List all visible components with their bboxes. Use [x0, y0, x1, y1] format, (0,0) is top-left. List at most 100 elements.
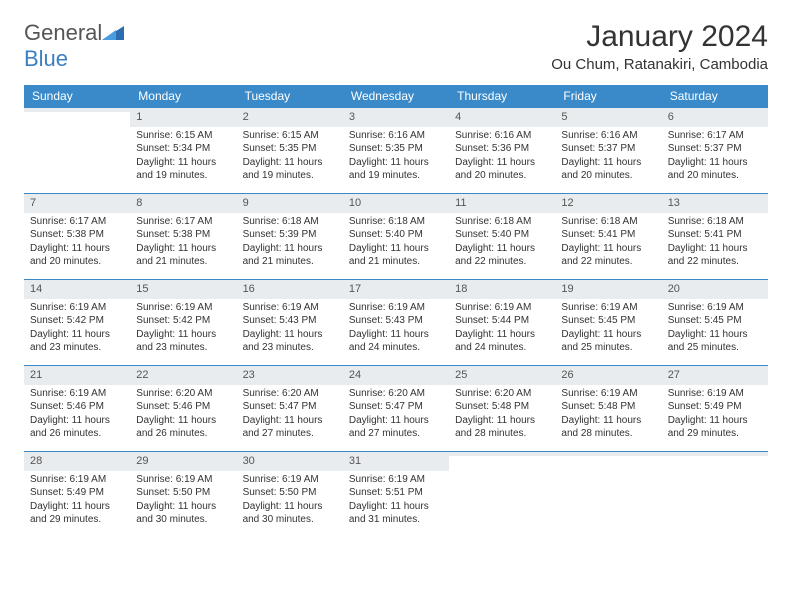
day-content: Sunrise: 6:20 AMSunset: 5:47 PMDaylight:…: [237, 385, 343, 447]
day-header: Tuesday: [237, 85, 343, 108]
sunset-text: Sunset: 5:35 PM: [243, 142, 337, 156]
daylight-text: Daylight: 11 hours and 25 minutes.: [561, 328, 655, 355]
sunrise-text: Sunrise: 6:19 AM: [455, 301, 549, 315]
calendar-cell: 31Sunrise: 6:19 AMSunset: 5:51 PMDayligh…: [343, 452, 449, 538]
day-content: Sunrise: 6:16 AMSunset: 5:35 PMDaylight:…: [343, 127, 449, 189]
calendar-cell: 22Sunrise: 6:20 AMSunset: 5:46 PMDayligh…: [130, 366, 236, 452]
sunset-text: Sunset: 5:46 PM: [136, 400, 230, 414]
sunset-text: Sunset: 5:47 PM: [243, 400, 337, 414]
day-number: 26: [555, 366, 661, 385]
daylight-text: Daylight: 11 hours and 29 minutes.: [30, 500, 124, 527]
sunset-text: Sunset: 5:35 PM: [349, 142, 443, 156]
day-content: Sunrise: 6:20 AMSunset: 5:46 PMDaylight:…: [130, 385, 236, 447]
calendar-cell: 15Sunrise: 6:19 AMSunset: 5:42 PMDayligh…: [130, 280, 236, 366]
day-header-row: SundayMondayTuesdayWednesdayThursdayFrid…: [24, 85, 768, 108]
sunrise-text: Sunrise: 6:18 AM: [349, 215, 443, 229]
sunrise-text: Sunrise: 6:20 AM: [349, 387, 443, 401]
daylight-text: Daylight: 11 hours and 21 minutes.: [136, 242, 230, 269]
sunrise-text: Sunrise: 6:20 AM: [243, 387, 337, 401]
calendar-cell: 20Sunrise: 6:19 AMSunset: 5:45 PMDayligh…: [662, 280, 768, 366]
day-content: Sunrise: 6:19 AMSunset: 5:43 PMDaylight:…: [237, 299, 343, 361]
day-number: 13: [662, 194, 768, 213]
daylight-text: Daylight: 11 hours and 19 minutes.: [136, 156, 230, 183]
day-content: Sunrise: 6:19 AMSunset: 5:45 PMDaylight:…: [662, 299, 768, 361]
calendar-cell: 21Sunrise: 6:19 AMSunset: 5:46 PMDayligh…: [24, 366, 130, 452]
location-text: Ou Chum, Ratanakiri, Cambodia: [551, 56, 768, 73]
daylight-text: Daylight: 11 hours and 23 minutes.: [136, 328, 230, 355]
calendar-week-row: 14Sunrise: 6:19 AMSunset: 5:42 PMDayligh…: [24, 280, 768, 366]
sunrise-text: Sunrise: 6:19 AM: [561, 387, 655, 401]
day-number: 6: [662, 108, 768, 127]
day-number: 16: [237, 280, 343, 299]
sunrise-text: Sunrise: 6:19 AM: [668, 387, 762, 401]
calendar-cell: [449, 452, 555, 538]
calendar-cell: [24, 108, 130, 194]
sunset-text: Sunset: 5:51 PM: [349, 486, 443, 500]
calendar-cell: 5Sunrise: 6:16 AMSunset: 5:37 PMDaylight…: [555, 108, 661, 194]
daylight-text: Daylight: 11 hours and 30 minutes.: [243, 500, 337, 527]
daylight-text: Daylight: 11 hours and 28 minutes.: [561, 414, 655, 441]
sunset-text: Sunset: 5:40 PM: [455, 228, 549, 242]
day-content: Sunrise: 6:18 AMSunset: 5:39 PMDaylight:…: [237, 213, 343, 275]
sunset-text: Sunset: 5:37 PM: [668, 142, 762, 156]
sunrise-text: Sunrise: 6:16 AM: [349, 129, 443, 143]
sunrise-text: Sunrise: 6:18 AM: [455, 215, 549, 229]
brand-name-part2: Blue: [24, 46, 68, 71]
sunset-text: Sunset: 5:45 PM: [561, 314, 655, 328]
day-content: Sunrise: 6:19 AMSunset: 5:50 PMDaylight:…: [130, 471, 236, 533]
calendar-cell: 25Sunrise: 6:20 AMSunset: 5:48 PMDayligh…: [449, 366, 555, 452]
daylight-text: Daylight: 11 hours and 25 minutes.: [668, 328, 762, 355]
daylight-text: Daylight: 11 hours and 19 minutes.: [243, 156, 337, 183]
day-number: 29: [130, 452, 236, 471]
calendar-cell: 24Sunrise: 6:20 AMSunset: 5:47 PMDayligh…: [343, 366, 449, 452]
day-content: Sunrise: 6:19 AMSunset: 5:46 PMDaylight:…: [24, 385, 130, 447]
day-content: Sunrise: 6:18 AMSunset: 5:40 PMDaylight:…: [449, 213, 555, 275]
sunrise-text: Sunrise: 6:19 AM: [30, 301, 124, 315]
day-number: [662, 452, 768, 456]
day-number: 14: [24, 280, 130, 299]
sunset-text: Sunset: 5:48 PM: [561, 400, 655, 414]
sunset-text: Sunset: 5:49 PM: [668, 400, 762, 414]
sunset-text: Sunset: 5:41 PM: [668, 228, 762, 242]
day-number: 2: [237, 108, 343, 127]
sunset-text: Sunset: 5:40 PM: [349, 228, 443, 242]
daylight-text: Daylight: 11 hours and 30 minutes.: [136, 500, 230, 527]
day-number: 25: [449, 366, 555, 385]
day-number: 17: [343, 280, 449, 299]
daylight-text: Daylight: 11 hours and 27 minutes.: [349, 414, 443, 441]
sunrise-text: Sunrise: 6:16 AM: [561, 129, 655, 143]
day-content: Sunrise: 6:19 AMSunset: 5:48 PMDaylight:…: [555, 385, 661, 447]
day-header: Friday: [555, 85, 661, 108]
day-number: [555, 452, 661, 456]
calendar-cell: 16Sunrise: 6:19 AMSunset: 5:43 PMDayligh…: [237, 280, 343, 366]
day-content: Sunrise: 6:18 AMSunset: 5:41 PMDaylight:…: [662, 213, 768, 275]
calendar-week-row: 21Sunrise: 6:19 AMSunset: 5:46 PMDayligh…: [24, 366, 768, 452]
calendar-week-row: 28Sunrise: 6:19 AMSunset: 5:49 PMDayligh…: [24, 452, 768, 538]
daylight-text: Daylight: 11 hours and 31 minutes.: [349, 500, 443, 527]
daylight-text: Daylight: 11 hours and 21 minutes.: [243, 242, 337, 269]
sunset-text: Sunset: 5:41 PM: [561, 228, 655, 242]
calendar-week-row: 7Sunrise: 6:17 AMSunset: 5:38 PMDaylight…: [24, 194, 768, 280]
calendar-table: SundayMondayTuesdayWednesdayThursdayFrid…: [24, 85, 768, 538]
daylight-text: Daylight: 11 hours and 21 minutes.: [349, 242, 443, 269]
day-content: Sunrise: 6:16 AMSunset: 5:36 PMDaylight:…: [449, 127, 555, 189]
sunset-text: Sunset: 5:48 PM: [455, 400, 549, 414]
day-header: Saturday: [662, 85, 768, 108]
day-number: 24: [343, 366, 449, 385]
calendar-cell: [555, 452, 661, 538]
month-title: January 2024: [551, 20, 768, 54]
sunset-text: Sunset: 5:43 PM: [349, 314, 443, 328]
day-content: Sunrise: 6:15 AMSunset: 5:35 PMDaylight:…: [237, 127, 343, 189]
sunset-text: Sunset: 5:44 PM: [455, 314, 549, 328]
day-number: 18: [449, 280, 555, 299]
day-number: 15: [130, 280, 236, 299]
sunrise-text: Sunrise: 6:15 AM: [243, 129, 337, 143]
sunset-text: Sunset: 5:36 PM: [455, 142, 549, 156]
daylight-text: Daylight: 11 hours and 24 minutes.: [349, 328, 443, 355]
sunrise-text: Sunrise: 6:19 AM: [243, 301, 337, 315]
title-block: January 2024 Ou Chum, Ratanakiri, Cambod…: [551, 20, 768, 73]
sunrise-text: Sunrise: 6:15 AM: [136, 129, 230, 143]
day-content: Sunrise: 6:19 AMSunset: 5:49 PMDaylight:…: [662, 385, 768, 447]
sunset-text: Sunset: 5:37 PM: [561, 142, 655, 156]
sunrise-text: Sunrise: 6:19 AM: [243, 473, 337, 487]
